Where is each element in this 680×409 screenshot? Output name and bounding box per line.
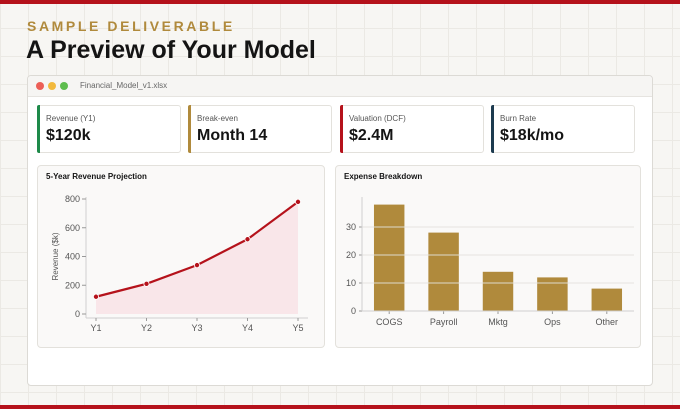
- y-tick-label: 800: [65, 194, 80, 204]
- kpi-accent-bar: [340, 105, 343, 153]
- maximize-window-button[interactable]: [60, 82, 68, 90]
- y-tick-label: 0: [75, 309, 80, 319]
- x-tick-label: Y1: [90, 323, 101, 333]
- minimize-window-button[interactable]: [48, 82, 56, 90]
- top-accent-bar: [0, 0, 680, 4]
- revenue-data-point: [294, 198, 301, 205]
- spreadsheet-window: Financial_Model_v1.xlsx Revenue (Y1) $12…: [27, 75, 653, 386]
- kpi-value: $18k/mo: [500, 127, 565, 144]
- revenue-data-point: [193, 262, 200, 269]
- eyebrow-label: SAMPLE DELIVERABLE: [27, 18, 235, 34]
- expense-bar-chart: 0 10 20 30 COGS Payroll Mktg Ops Other: [346, 197, 634, 327]
- kpi-card-revenue: Revenue (Y1) $120k: [37, 105, 181, 153]
- expense-bar: [373, 204, 405, 311]
- revenue-data-point: [93, 293, 100, 300]
- kpi-label: Break-even: [197, 114, 238, 123]
- x-tick-label: Y2: [141, 323, 152, 333]
- window-filename: Financial_Model_v1.xlsx: [80, 81, 168, 90]
- y-tick-label: 600: [65, 223, 80, 233]
- kpi-card-break-even: Break-even Month 14: [188, 105, 332, 153]
- expense-bar: [428, 232, 459, 311]
- y-axis-title: Revenue ($k): [51, 232, 60, 280]
- bottom-accent-bar: [0, 405, 680, 409]
- y-tick-label: 0: [351, 306, 356, 316]
- revenue-data-point: [244, 236, 251, 243]
- kpi-value: $120k: [46, 127, 91, 144]
- kpi-card-burn-rate: Burn Rate $18k/mo: [491, 105, 635, 153]
- expense-bar: [591, 288, 623, 311]
- x-tick-label: Y5: [292, 323, 303, 333]
- kpi-label: Revenue (Y1): [46, 114, 96, 123]
- chart-title: 5-Year Revenue Projection: [46, 172, 147, 181]
- revenue-data-point: [143, 280, 150, 287]
- kpi-label: Valuation (DCF): [349, 114, 406, 123]
- kpi-value: Month 14: [197, 127, 268, 144]
- x-tick-label: Y4: [242, 323, 253, 333]
- y-tick-label: 20: [346, 250, 356, 260]
- revenue-area-fill: [96, 201, 298, 314]
- x-tick-label: Other: [596, 317, 619, 327]
- kpi-label: Burn Rate: [500, 114, 537, 123]
- y-tick-label: 200: [65, 280, 80, 290]
- expense-chart-panel: Expense Breakdown 0 10 20 30 COGS Payroll Mktg…: [335, 165, 641, 348]
- x-tick-label: Ops: [544, 317, 561, 327]
- x-tick-label: Payroll: [430, 317, 458, 327]
- kpi-card-valuation: Valuation (DCF) $2.4M: [340, 105, 484, 153]
- revenue-chart-panel: 5-Year Revenue Projection 0 200 400 600 800 R…: [37, 165, 325, 348]
- expense-bar: [537, 277, 568, 311]
- y-tick-label: 400: [65, 252, 80, 262]
- window-titlebar: Financial_Model_v1.xlsx: [28, 76, 652, 97]
- kpi-accent-bar: [491, 105, 494, 153]
- chart-title: Expense Breakdown: [344, 172, 423, 181]
- x-tick-label: Y3: [191, 323, 202, 333]
- kpi-accent-bar: [37, 105, 40, 153]
- kpi-accent-bar: [188, 105, 191, 153]
- y-tick-label: 10: [346, 278, 356, 288]
- expense-bar: [482, 271, 514, 311]
- x-tick-label: Mktg: [488, 317, 508, 327]
- page-title: A Preview of Your Model: [26, 36, 316, 64]
- y-tick-label: 30: [346, 222, 356, 232]
- kpi-value: $2.4M: [349, 127, 394, 144]
- close-window-button[interactable]: [36, 82, 44, 90]
- x-tick-label: COGS: [376, 317, 403, 327]
- revenue-line-chart: 0 200 400 600 800 Revenue ($k) Y1 Y2 Y3 Y4 Y5: [51, 194, 308, 333]
